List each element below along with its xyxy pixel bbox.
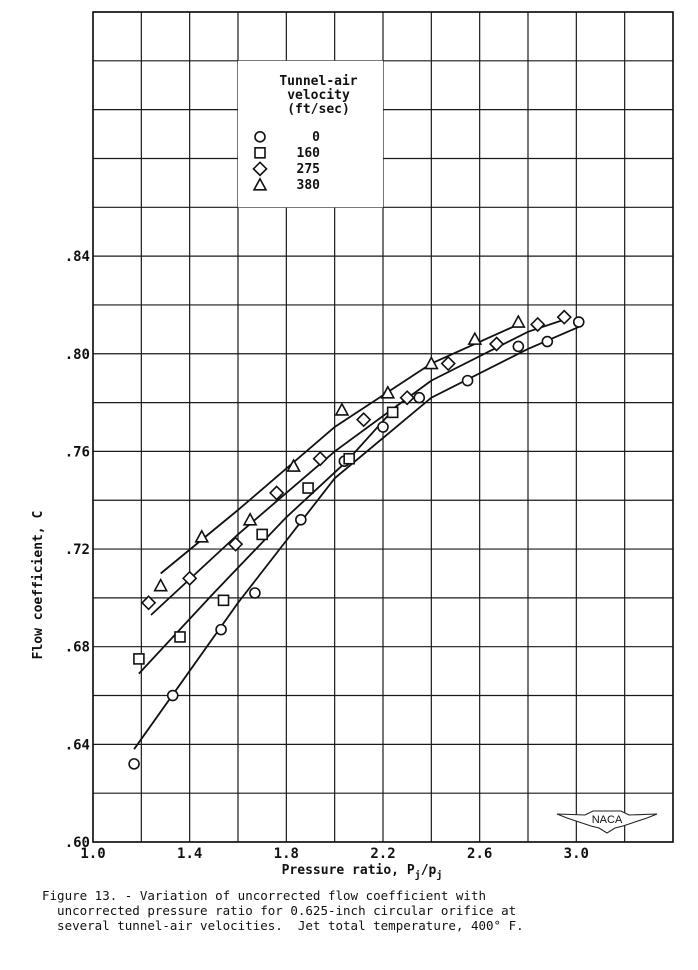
x-tick-label: 3.0 [564,846,589,862]
data-point-diamond [227,536,244,552]
data-point-diamond [269,485,285,501]
legend-marker-triangle [252,177,268,191]
data-point-triangle [194,529,210,543]
data-point-square [386,406,399,419]
data-point-triangle [334,402,350,416]
y-tick-label: .80 [65,347,90,363]
x-tick-label: 1.4 [177,846,202,862]
naca-logo: NACA [556,810,658,834]
data-point-circle [128,758,140,770]
data-point-diamond [140,595,157,611]
caption-line-1: Figure 13. - Variation of uncorrected fl… [42,888,487,903]
y-tick-label: .84 [65,249,90,265]
data-point-circle [377,421,389,433]
data-point-diamond [356,412,372,428]
legend-marker-circle [254,131,266,143]
data-point-square [174,631,186,643]
data-point-diamond [399,390,415,406]
data-point-circle [572,316,585,328]
data-markers [128,309,585,770]
y-tick-label: .60 [65,835,90,851]
caption-line-3: several tunnel-air velocities. Jet total… [42,918,524,933]
axis-ticks: 1.0 1.4 1.8 2.2 2.6 3.0 .60 .64 .68 .72 .76 .80 .84 [65,249,589,862]
y-tick-label: .68 [65,640,90,656]
data-point-circle [461,374,474,387]
legend-entry-label: 160 [297,146,321,161]
legend-title-line: Tunnel-air [279,74,357,89]
x-tick-label: 1.0 [80,846,105,862]
legend-entry-label: 275 [297,162,320,177]
legend-marker-square [254,147,266,159]
data-point-square [217,594,230,607]
data-point-diamond [182,570,198,586]
data-point-circle [249,587,261,599]
data-point-diamond [312,451,328,467]
x-tick-label: 2.2 [370,846,395,862]
legend-title-line: velocity [287,88,350,103]
legend-title-line: (ft/sec) [287,102,350,117]
data-point-triangle [467,331,483,345]
x-tick-label: 2.6 [467,846,492,862]
data-point-triangle [242,512,258,526]
data-point-triangle [510,314,526,328]
figure-caption: Figure 13. - Variation of uncorrected fl… [42,888,682,933]
fit-line-160 [138,404,399,675]
y-tick-label: .64 [65,737,90,753]
y-tick-label: .76 [65,444,90,460]
x-axis-label: Pressure ratio, Pj/pj [282,863,443,880]
data-point-triangle [423,355,439,370]
data-point-square [256,528,268,541]
data-point-circle [215,623,227,636]
data-point-square [133,653,145,665]
data-point-diamond [556,309,572,325]
x-tick-label: 1.8 [274,846,299,862]
y-tick-label: .72 [65,542,90,558]
fit-line-275 [150,318,565,616]
data-point-diamond [488,336,505,352]
data-point-circle [512,340,525,353]
plot-frame [92,11,674,843]
data-point-circle [413,391,426,404]
data-point-diamond [440,355,456,372]
data-point-circle [541,335,554,348]
data-point-triangle [153,578,169,592]
legend-entry-label: 0 [312,130,320,145]
data-point-square [302,482,314,494]
y-axis-label: Flow coefficient, C [31,511,46,660]
caption-line-2: uncorrected pressure ratio for 0.625-inc… [42,903,517,918]
data-point-triangle [380,385,396,399]
data-point-circle [166,689,179,702]
data-point-triangle [286,458,301,472]
data-point-square [343,452,355,465]
data-point-diamond [530,316,546,333]
data-point-circle [295,513,307,526]
legend-entry-label: 380 [297,178,321,193]
fit-line-380 [160,323,519,575]
naca-logo-text: NACA [592,814,623,826]
legend-marker-diamond [252,161,268,177]
